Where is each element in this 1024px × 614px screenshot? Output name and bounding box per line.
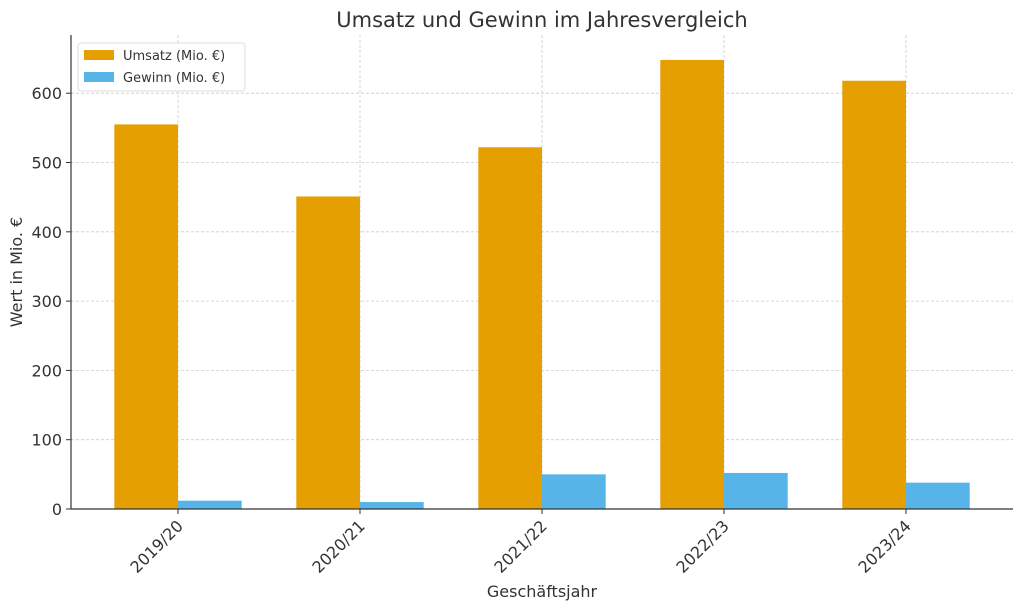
y-axis-label: Wert in Mio. € [7,217,26,327]
legend-label: Gewinn (Mio. €) [123,71,225,86]
x-tick-label: 2022/23 [672,516,732,576]
bar-gewinn-2020-21 [360,502,424,509]
chart-title: Umsatz und Gewinn im Jahresvergleich [336,8,747,32]
bar-umsatz-2021-22 [478,147,542,509]
y-tick-label: 0 [52,500,62,519]
legend-label: Umsatz (Mio. €) [123,49,225,64]
bar-umsatz-2020-21 [296,196,361,509]
y-tick-label: 600 [31,84,62,103]
legend-box [77,42,246,92]
bar-umsatz-2022-23 [660,59,724,510]
bar-gewinn-2021-22 [542,474,606,509]
bar-umsatz-2023-24 [842,80,906,509]
y-tick-label: 400 [31,223,62,242]
bar-gewinn-2023-24 [905,482,970,509]
x-tick-label: 2021/22 [490,516,550,576]
bar-umsatz-2019-20 [114,124,179,509]
bar-gewinn-2019-20 [178,500,242,509]
legend: Umsatz (Mio. €) Gewinn (Mio. €) [77,42,246,92]
bar-gewinn-2022-23 [723,472,788,509]
x-tick-label: 2020/21 [308,516,368,576]
y-tick-label: 500 [31,154,62,173]
x-axis-label: Geschäftsjahr [487,582,598,601]
x-tick-label: 2023/24 [854,516,914,576]
x-tick-label: 2019/20 [126,516,186,576]
y-tick-label: 300 [31,292,62,311]
y-tick-label: 100 [31,431,62,450]
y-tick-label: 200 [31,361,62,380]
legend-swatch [84,50,114,60]
legend-swatch [84,72,114,82]
